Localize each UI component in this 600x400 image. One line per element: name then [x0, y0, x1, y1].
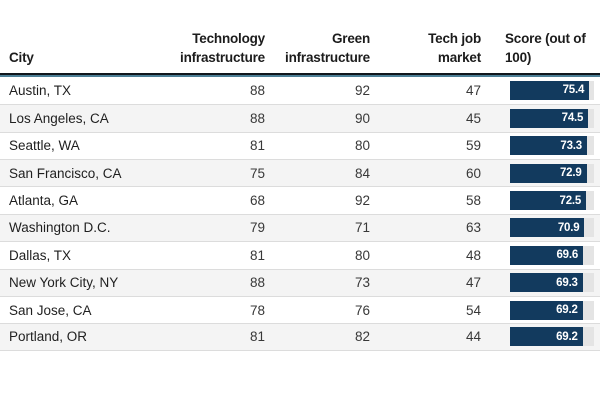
tech-job-market-cell: 45 — [465, 110, 481, 126]
score-value: 73.3 — [560, 139, 582, 152]
tech-job-market-cell: 47 — [465, 275, 481, 291]
score-bar: 69.2 — [510, 300, 583, 320]
city-scores-table: City Technology infrastructure Green infra… — [0, 0, 600, 351]
score-bar: 69.3 — [510, 273, 583, 293]
tech-job-market-cell: 60 — [465, 165, 481, 181]
score-bar: 75.4 — [510, 80, 590, 100]
city-cell: Washington D.C. — [9, 220, 111, 236]
score-value: 74.5 — [561, 112, 584, 125]
score-cell: 70.9 — [481, 218, 600, 238]
tech-job-market-cell: 63 — [465, 220, 481, 236]
table-row: Los Angeles, CA 88 90 45 74.5 — [0, 104, 600, 132]
score-bar: 72.9 — [510, 163, 587, 183]
column-header-city: City — [9, 49, 34, 65]
score-bar-track: 72.9 — [510, 163, 594, 183]
city-cell: San Jose, CA — [9, 302, 92, 318]
score-value: 69.2 — [556, 330, 578, 343]
score-bar-track: 74.5 — [510, 108, 594, 128]
table-row: New York City, NY 88 73 47 69.3 — [0, 268, 600, 296]
table-row: Seattle, WA 81 80 59 73.3 — [0, 131, 600, 159]
score-cell: 74.5 — [481, 108, 600, 128]
green-infrastructure-cell: 82 — [354, 329, 370, 345]
score-value: 69.3 — [556, 276, 578, 289]
table-row: Washington D.C. 79 71 63 70.9 — [0, 213, 600, 242]
city-cell: New York City, NY — [9, 275, 119, 291]
score-value: 70.9 — [557, 221, 580, 234]
green-infrastructure-cell: 71 — [354, 220, 370, 236]
score-bar: 70.9 — [510, 218, 585, 238]
score-bar-track: 69.3 — [510, 273, 594, 293]
green-infrastructure-cell: 80 — [354, 138, 370, 154]
score-cell: 69.2 — [481, 300, 600, 320]
score-bar: 74.5 — [510, 108, 589, 128]
technology-infrastructure-cell: 88 — [249, 275, 265, 291]
score-bar: 72.5 — [510, 191, 587, 211]
score-bar-track: 69.6 — [510, 245, 594, 265]
column-header-tech_infrastructure: Technology infrastructure — [180, 31, 265, 65]
technology-infrastructure-cell: 88 — [249, 82, 265, 98]
city-cell: Seattle, WA — [9, 138, 80, 154]
score-value: 69.2 — [556, 304, 578, 317]
city-cell: Dallas, TX — [9, 247, 72, 263]
tech-job-market-cell: 59 — [465, 138, 481, 154]
table-row: San Francisco, CA 75 84 60 72.9 — [0, 158, 600, 187]
green-infrastructure-cell: 73 — [354, 275, 370, 291]
score-cell: 75.4 — [481, 80, 600, 100]
tech-job-market-cell: 54 — [465, 302, 481, 318]
technology-infrastructure-cell: 79 — [249, 220, 265, 236]
score-bar: 69.2 — [510, 327, 583, 347]
city-cell: Atlanta, GA — [9, 193, 79, 209]
score-cell: 69.6 — [481, 245, 600, 265]
green-infrastructure-cell: 92 — [354, 193, 370, 209]
tech-job-market-cell: 44 — [465, 329, 481, 345]
score-bar-track: 72.5 — [510, 191, 594, 211]
score-cell: 73.3 — [481, 136, 600, 156]
tech-job-market-cell: 58 — [465, 193, 481, 209]
green-infrastructure-cell: 92 — [354, 82, 370, 98]
score-bar-track: 73.3 — [510, 136, 594, 156]
table-body: Austin, TX 88 92 47 75.4 Los Angeles, CA… — [0, 76, 600, 351]
score-cell: 69.2 — [481, 327, 600, 347]
technology-infrastructure-cell: 68 — [249, 193, 265, 209]
score-bar-track: 69.2 — [510, 327, 594, 347]
header-divider — [0, 72, 600, 77]
column-header-tech_job_market: Tech job market — [428, 31, 481, 65]
score-bar: 73.3 — [510, 136, 587, 156]
technology-infrastructure-cell: 81 — [249, 329, 265, 345]
table-row: San Jose, CA 78 76 54 69.2 — [0, 295, 600, 324]
score-cell: 69.3 — [481, 273, 600, 293]
table-header-row: City Technology infrastructure Green infra… — [0, 0, 600, 73]
technology-infrastructure-cell: 88 — [249, 110, 265, 126]
score-value: 72.5 — [559, 194, 582, 207]
table-row: Portland, OR 81 82 44 69.2 — [0, 323, 600, 351]
city-cell: Los Angeles, CA — [9, 110, 109, 126]
score-value: 69.6 — [556, 249, 579, 262]
column-header-green_infrastructure: Green infrastructure — [285, 31, 370, 65]
green-infrastructure-cell: 84 — [354, 165, 370, 181]
score-value: 72.9 — [559, 167, 582, 180]
green-infrastructure-cell: 90 — [354, 110, 370, 126]
table-row: Austin, TX 88 92 47 75.4 — [0, 76, 600, 105]
green-infrastructure-cell: 76 — [354, 302, 370, 318]
technology-infrastructure-cell: 81 — [249, 138, 265, 154]
technology-infrastructure-cell: 78 — [249, 302, 265, 318]
score-bar: 69.6 — [510, 245, 584, 265]
city-cell: Portland, OR — [9, 329, 88, 345]
table-row: Dallas, TX 81 80 48 69.6 — [0, 241, 600, 269]
city-cell: Austin, TX — [9, 82, 72, 98]
technology-infrastructure-cell: 81 — [249, 247, 265, 263]
city-cell: San Francisco, CA — [9, 165, 122, 181]
score-cell: 72.9 — [481, 163, 600, 183]
tech-job-market-cell: 47 — [465, 82, 481, 98]
score-bar-track: 70.9 — [510, 218, 594, 238]
score-bar-track: 75.4 — [510, 80, 594, 100]
green-infrastructure-cell: 80 — [354, 247, 370, 263]
tech-job-market-cell: 48 — [465, 247, 481, 263]
score-cell: 72.5 — [481, 191, 600, 211]
column-header-score: Score (out of 100) — [505, 31, 586, 65]
technology-infrastructure-cell: 75 — [249, 165, 265, 181]
score-bar-track: 69.2 — [510, 300, 594, 320]
table-row: Atlanta, GA 68 92 58 72.5 — [0, 186, 600, 214]
score-value: 75.4 — [562, 84, 585, 97]
